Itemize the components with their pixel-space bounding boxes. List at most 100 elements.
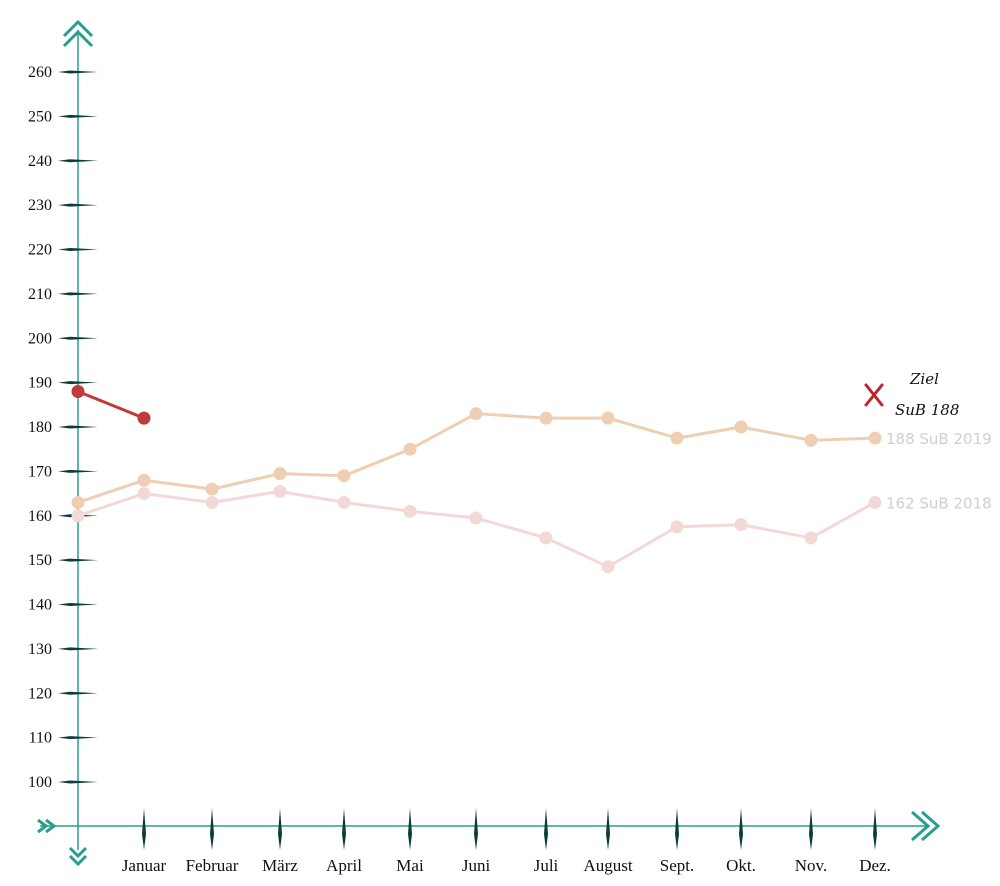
- y-tick-label: 160: [28, 508, 52, 525]
- y-tick-mark: [58, 248, 98, 251]
- y-tick-mark: [58, 558, 98, 562]
- y-tick-label: 210: [28, 286, 52, 303]
- x-tick-mark: [606, 808, 610, 850]
- y-tick-label: 170: [28, 463, 52, 480]
- x-axis-arrow-right-icon: [911, 810, 941, 842]
- y-axis-arrow-bottom-icon: [68, 846, 88, 867]
- data-point: [137, 411, 151, 425]
- series-line: [77, 412, 876, 504]
- data-point: [205, 482, 219, 496]
- y-tick-label: 250: [28, 108, 52, 125]
- x-axis-ticks: Januar Februar März April Mai Juni Juli August S…: [122, 808, 891, 875]
- data-point: [804, 531, 818, 545]
- data-point: [273, 467, 287, 481]
- y-tick-mark: [58, 425, 98, 429]
- y-tick-mark: [58, 114, 98, 118]
- data-point: [601, 560, 615, 574]
- y-tick-mark: [58, 336, 98, 340]
- data-point: [403, 504, 417, 518]
- y-tick-label: 140: [28, 597, 52, 614]
- y-tick-mark: [58, 159, 98, 163]
- x-tick-mark: [809, 808, 813, 850]
- x-tick-label: Nov.: [795, 856, 827, 875]
- goal-label-line1: Ziel: [909, 370, 939, 388]
- y-tick-label: 220: [28, 242, 52, 259]
- y-tick-label: 240: [28, 153, 52, 170]
- series-group: [71, 385, 882, 574]
- series-label: 188 SuB 2019: [886, 430, 992, 448]
- y-tick-label: 150: [28, 552, 52, 569]
- x-tick-label: Dez.: [859, 856, 891, 875]
- x-tick-mark: [210, 808, 214, 850]
- y-tick-label: 130: [28, 641, 52, 658]
- data-point: [273, 484, 287, 498]
- x-tick-label: Sept.: [660, 856, 694, 875]
- x-tick-label: März: [262, 856, 298, 875]
- series-line: [77, 390, 145, 420]
- y-tick-label: 110: [29, 730, 52, 747]
- x-tick-mark: [278, 808, 282, 850]
- data-point: [71, 509, 85, 523]
- data-point: [337, 469, 351, 483]
- series-label: 162 SuB 2018: [886, 494, 992, 512]
- x-tick-mark: [142, 808, 146, 850]
- data-point: [469, 407, 483, 421]
- data-point: [539, 411, 553, 425]
- series-line: [77, 489, 876, 569]
- x-axis-arrow-left-icon: [37, 818, 57, 834]
- x-tick-label: April: [326, 856, 362, 875]
- axes: [37, 19, 941, 867]
- goal-x-icon: [864, 383, 884, 407]
- y-tick-label: 180: [28, 419, 52, 436]
- y-tick-mark: [58, 70, 98, 74]
- x-tick-label: August: [583, 856, 632, 875]
- y-tick-mark: [58, 292, 98, 296]
- data-point: [868, 495, 882, 509]
- data-point: [734, 518, 748, 532]
- x-tick-mark: [408, 808, 412, 850]
- x-tick-mark: [342, 808, 346, 850]
- y-tick-mark: [58, 691, 98, 695]
- data-point: [403, 442, 417, 456]
- y-tick-mark: [58, 469, 98, 473]
- data-point: [804, 433, 818, 447]
- data-point: [734, 420, 748, 434]
- data-point: [670, 520, 684, 534]
- data-point: [868, 431, 882, 445]
- y-tick-label: 200: [28, 330, 52, 347]
- goal-label-line2: SuB 188: [895, 401, 959, 419]
- y-axis-ticks: 100 110 120 130 140 150 160 170 180 190 200 210 220 2…: [28, 64, 98, 791]
- x-tick-label: Juli: [534, 856, 559, 875]
- series-labels: 188 SuB 2019 162 SuB 2018: [886, 430, 992, 512]
- data-point: [137, 473, 151, 487]
- x-tick-label: Mai: [396, 856, 424, 875]
- data-point: [137, 487, 151, 501]
- y-tick-label: 120: [28, 685, 52, 702]
- data-point: [670, 431, 684, 445]
- y-tick-label: 230: [28, 197, 52, 214]
- data-point: [71, 495, 85, 509]
- y-tick-mark: [58, 381, 98, 385]
- y-tick-mark: [58, 780, 98, 784]
- x-tick-label: Februar: [186, 856, 239, 875]
- data-point: [539, 531, 553, 545]
- data-point: [601, 411, 615, 425]
- data-point: [71, 385, 85, 398]
- y-tick-mark: [58, 603, 98, 606]
- x-tick-label: Januar: [122, 856, 167, 875]
- y-tick-label: 260: [28, 64, 52, 81]
- x-tick-mark: [474, 808, 478, 850]
- x-tick-label: Juni: [462, 856, 491, 875]
- x-tick-mark: [675, 808, 679, 850]
- data-point: [337, 495, 351, 509]
- data-point: [469, 511, 483, 525]
- data-point: [205, 495, 219, 509]
- x-tick-mark: [873, 808, 877, 850]
- y-tick-label: 100: [28, 774, 52, 791]
- y-tick-mark: [58, 736, 98, 740]
- x-tick-label: Okt.: [726, 856, 756, 875]
- y-axis-arrow-up-icon: [62, 19, 94, 48]
- y-tick-mark: [58, 203, 98, 207]
- y-tick-label: 190: [28, 375, 52, 392]
